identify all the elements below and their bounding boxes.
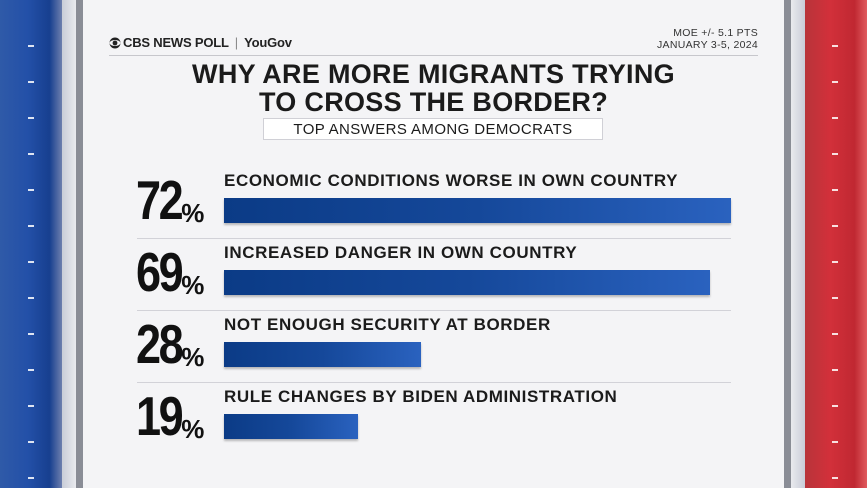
stripe-tick [28, 45, 34, 47]
row-divider [137, 382, 731, 383]
stripe-tick [28, 81, 34, 83]
percent-sign: % [181, 342, 205, 372]
percent-sign: % [181, 270, 205, 300]
category-label: INCREASED DANGER IN OWN COUNTRY [224, 243, 578, 262]
stripe-tick [28, 225, 34, 227]
right-stripe-ticks [832, 0, 840, 488]
stripe-tick [832, 189, 838, 191]
stripe-tick [832, 441, 838, 443]
stripe-tick [832, 261, 838, 263]
stripe-tick [832, 81, 838, 83]
stripe-tick [832, 297, 838, 299]
row-divider [137, 238, 731, 239]
bar [224, 342, 421, 367]
stripe-tick [832, 369, 838, 371]
stripe-tick [28, 153, 34, 155]
stripe-tick [832, 117, 838, 119]
value-label: 28% [136, 313, 205, 375]
category-label: NOT ENOUGH SECURITY AT BORDER [224, 315, 551, 334]
value-label: 69% [136, 241, 205, 303]
left-edge [62, 0, 76, 488]
stripe-tick [28, 405, 34, 407]
cbs-eye-icon [109, 37, 121, 48]
header-rule [109, 55, 758, 56]
value-number: 28 [136, 313, 184, 375]
stripe-tick [28, 261, 34, 263]
stripe-tick [832, 333, 838, 335]
poll-logo: CBS NEWS POLL | YouGov [109, 35, 292, 50]
margin-of-error: MOE +/- 5.1 PTS [673, 27, 758, 39]
stripe-tick [832, 45, 838, 47]
cbs-news-poll-label: CBS NEWS POLL [123, 35, 229, 50]
poll-date: JANUARY 3-5, 2024 [656, 39, 758, 51]
left-stripe-ticks [28, 0, 36, 488]
value-label: 72% [136, 169, 205, 231]
value-label: 19% [136, 385, 205, 447]
value-number: 69 [136, 241, 184, 303]
chart-title: WHY ARE MORE MIGRANTS TRYING TO CROSS TH… [83, 60, 784, 116]
poll-panel: CBS NEWS POLL | YouGov MOE +/- 5.1 PTS J… [83, 0, 784, 488]
chart-subtitle: TOP ANSWERS AMONG DEMOCRATS [263, 118, 603, 140]
right-edge [791, 0, 805, 488]
percent-sign: % [181, 198, 205, 228]
stripe-tick [28, 189, 34, 191]
stripe-tick [28, 441, 34, 443]
stripe-tick [832, 477, 838, 479]
poll-meta: MOE +/- 5.1 PTS JANUARY 3-5, 2024 [657, 27, 758, 51]
bar [224, 270, 710, 295]
stripe-tick [28, 477, 34, 479]
value-number: 72 [136, 169, 184, 231]
stripe-tick [28, 333, 34, 335]
chart-title-text: WHY ARE MORE MIGRANTS TRYING TO CROSS TH… [192, 59, 675, 117]
value-number: 19 [136, 385, 184, 447]
bar [224, 414, 358, 439]
percent-sign: % [181, 414, 205, 444]
logo-separator: | [234, 35, 239, 50]
stripe-tick [832, 225, 838, 227]
stripe-tick [28, 369, 34, 371]
stripe-tick [28, 117, 34, 119]
bar [224, 198, 731, 223]
stripe-tick [832, 405, 838, 407]
category-label: RULE CHANGES BY BIDEN ADMINISTRATION [224, 387, 618, 406]
stripe-tick [28, 297, 34, 299]
stripe-tick [832, 153, 838, 155]
category-label: ECONOMIC CONDITIONS WORSE IN OWN COUNTRY [224, 171, 679, 190]
row-divider [137, 310, 731, 311]
yougov-label: YouGov [244, 35, 292, 50]
